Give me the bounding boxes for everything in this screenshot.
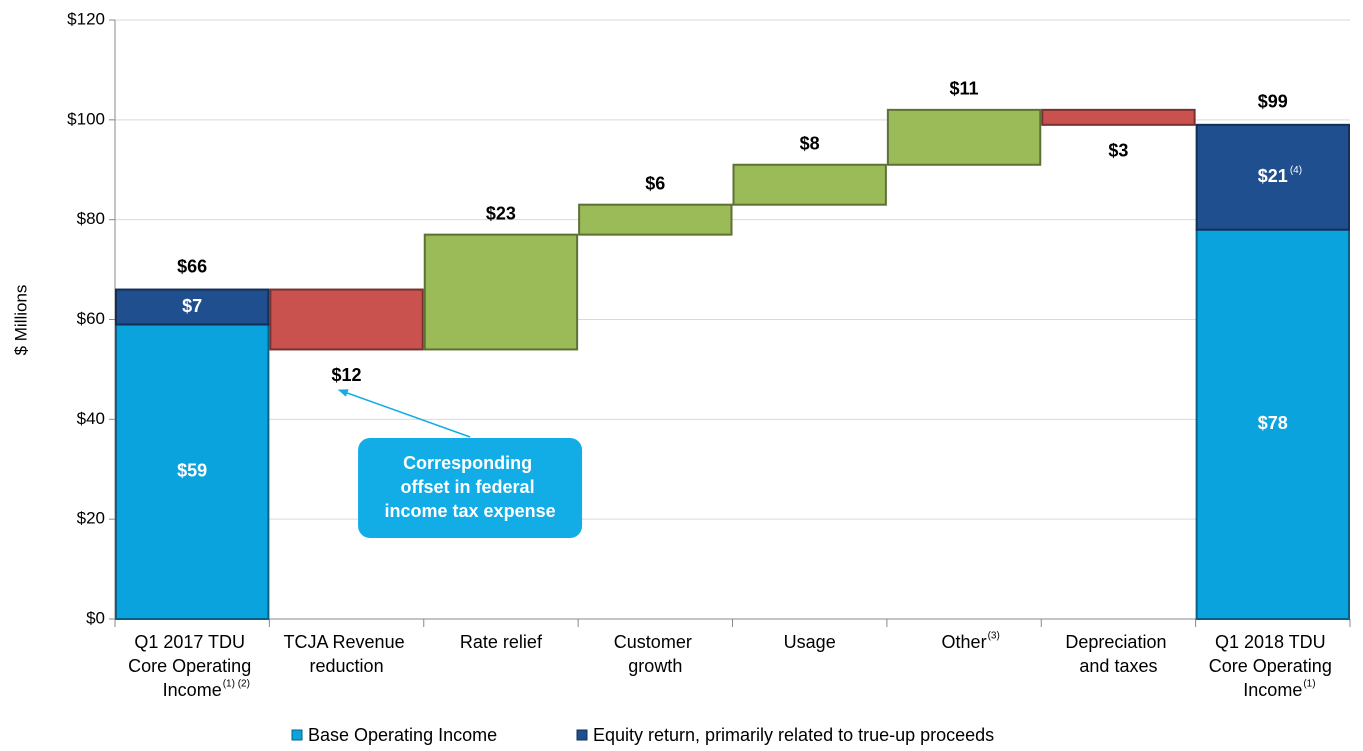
- y-axis-title: $ Millions: [11, 285, 30, 356]
- segment-footnote: (4): [1290, 165, 1302, 176]
- annotation-text: Corresponding offset in federal income t…: [385, 453, 556, 521]
- x-tick-label: Usage: [784, 632, 836, 652]
- x-tick-label: Other: [942, 632, 987, 652]
- annotation-arrow: [337, 389, 471, 438]
- increase-bar: [578, 203, 733, 236]
- y-tick-label: $0: [86, 608, 105, 627]
- y-tick-label: $60: [77, 309, 105, 328]
- category-footnote: (1): [1303, 679, 1315, 690]
- category-footnote: (1) (2): [223, 679, 250, 690]
- change-label: $12: [332, 365, 362, 385]
- x-tick-label: Depreciation and taxes: [1065, 632, 1171, 676]
- legend-swatch: [576, 729, 588, 741]
- change-label: $11: [950, 79, 979, 99]
- increase-bar: [423, 233, 579, 351]
- decrease-bar: [1041, 108, 1196, 126]
- change-label: $3: [1108, 141, 1128, 161]
- x-tick-label: TCJA Revenue reduction: [284, 632, 410, 676]
- y-tick-label: $120: [67, 9, 105, 28]
- stacked-segment: [1195, 123, 1350, 231]
- change-label: $8: [800, 134, 820, 154]
- stacked-segment: [1195, 228, 1350, 620]
- y-tick-label: $20: [77, 509, 105, 528]
- decrease-bar: [269, 288, 424, 351]
- change-label: $23: [486, 203, 516, 223]
- segment-label: $21: [1258, 166, 1288, 186]
- segment-label: $78: [1258, 413, 1288, 433]
- segment-label: $7: [182, 296, 202, 316]
- category-footnote: (3): [988, 631, 1000, 642]
- y-tick-label: $40: [77, 409, 105, 428]
- segment-label: $59: [177, 460, 207, 480]
- x-tick-label: Q1 2018 TDU Core Operating Income: [1209, 632, 1337, 700]
- annotation-box: [358, 438, 583, 538]
- change-label: $6: [645, 173, 665, 193]
- y-tick-label: $100: [67, 109, 105, 128]
- legend-label: Equity return, primarily related to true…: [593, 725, 994, 745]
- y-tick-label: $80: [77, 209, 105, 228]
- increase-bar: [732, 163, 887, 206]
- x-tick-label: Q1 2017 TDU Core Operating Income: [128, 632, 256, 700]
- increase-bar: [886, 108, 1042, 166]
- x-tick-label: Customer growth: [614, 632, 697, 676]
- total-label: $66: [177, 256, 207, 276]
- legend-label: Base Operating Income: [308, 725, 497, 745]
- total-label: $99: [1258, 92, 1288, 112]
- stacked-segment: [115, 288, 270, 326]
- legend-swatch: [291, 729, 303, 741]
- x-tick-label: Rate relief: [460, 632, 543, 652]
